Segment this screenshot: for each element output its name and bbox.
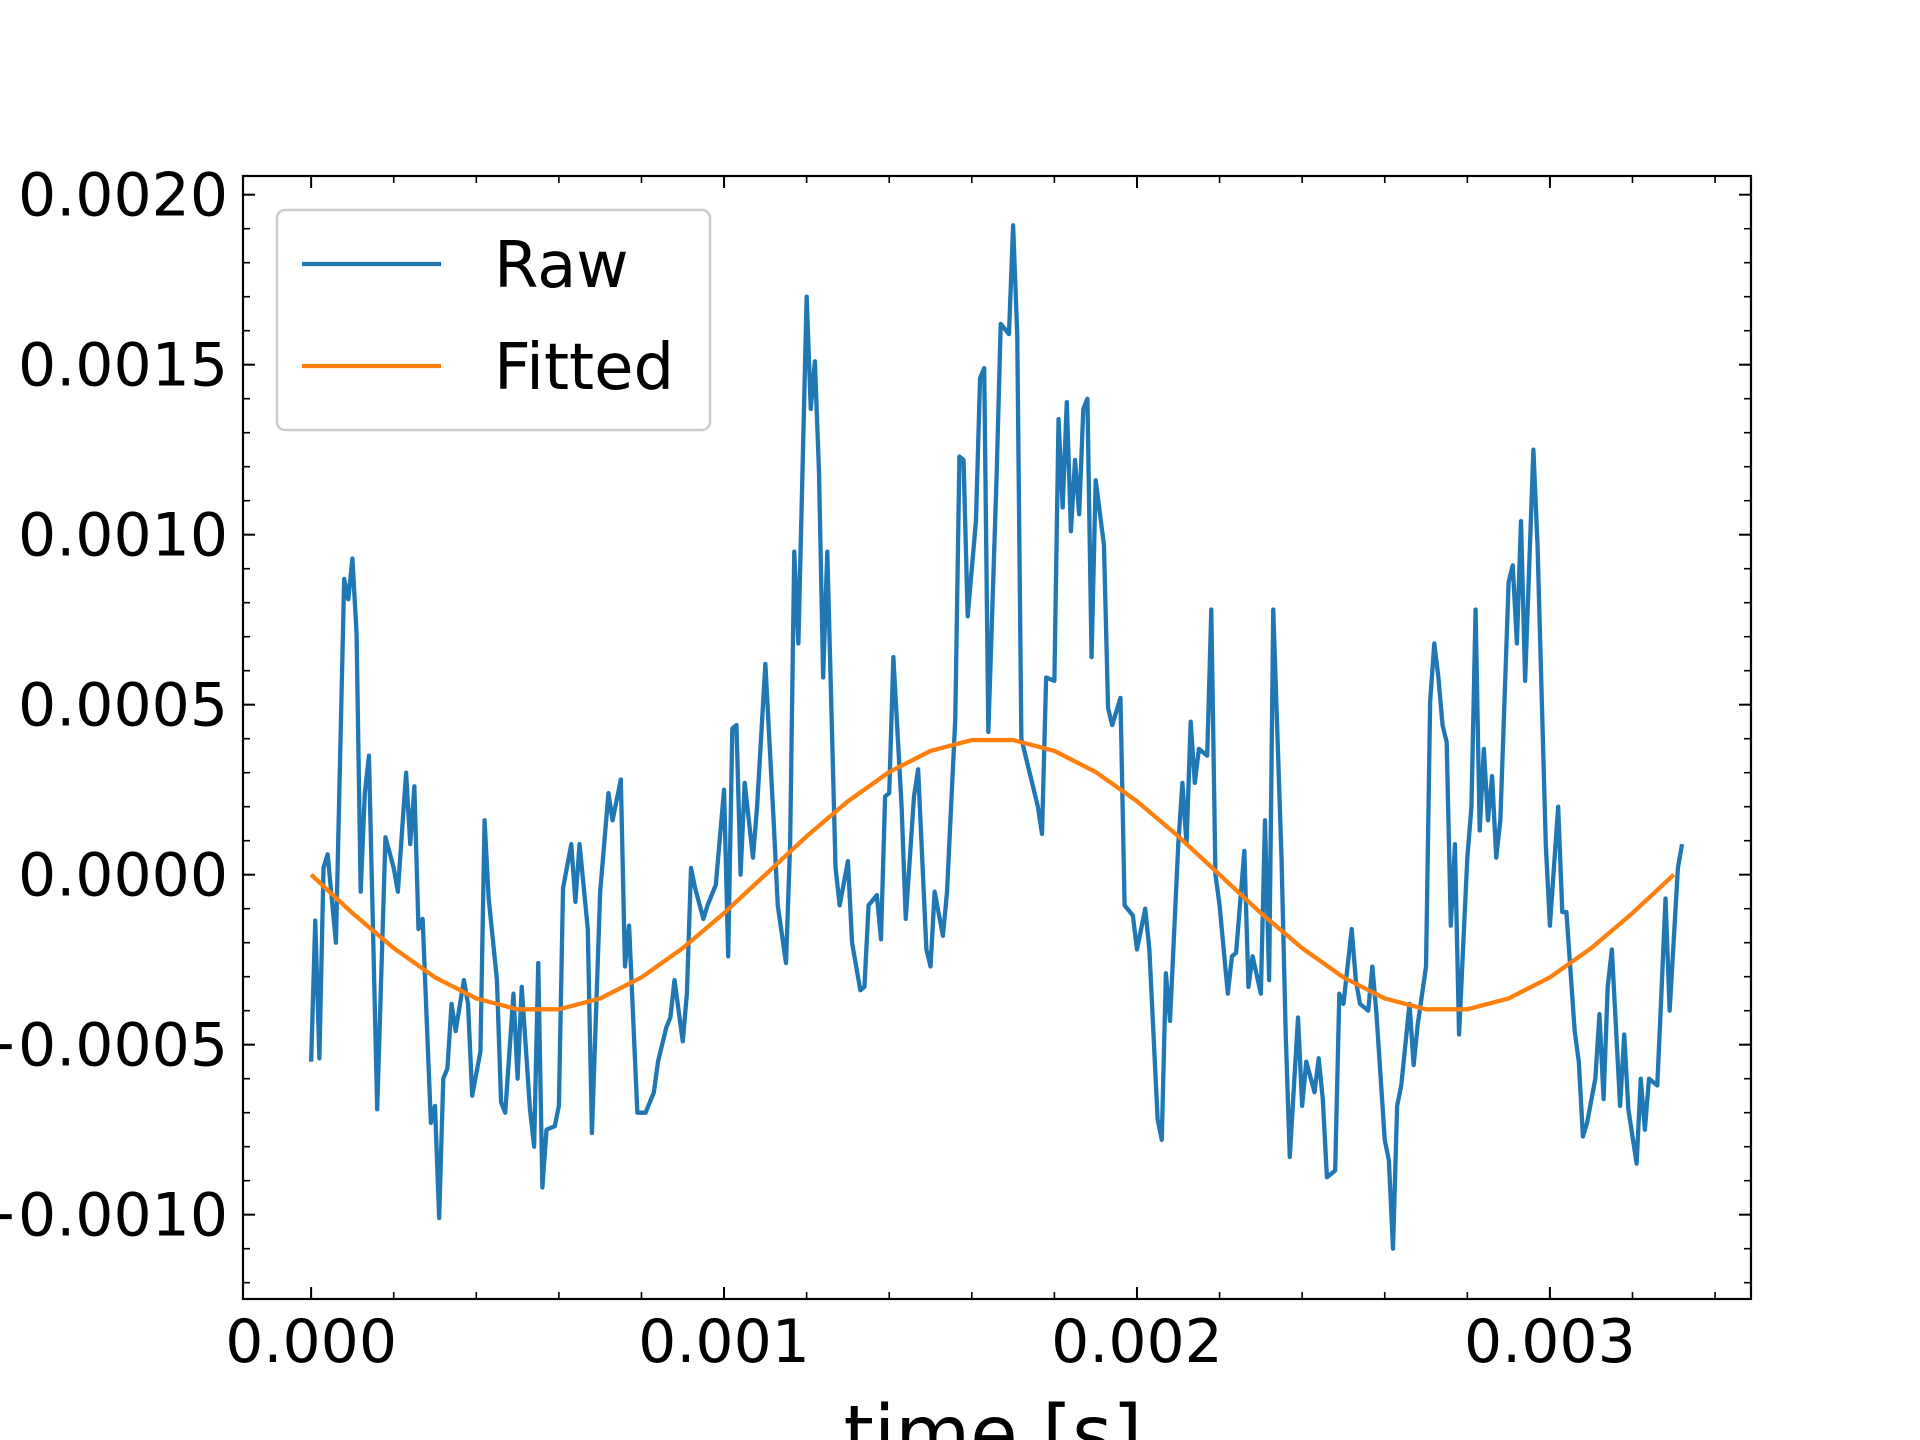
- y-tick-label: −0.0010: [0, 1181, 228, 1251]
- y-tick-label: 0.0000: [18, 841, 228, 911]
- legend-label: Fitted: [494, 331, 674, 405]
- x-tick-label: 0.003: [1464, 1307, 1636, 1377]
- plot-area: [308, 223, 1685, 1251]
- y-tick-label: 0.0020: [18, 161, 228, 231]
- y-tick-label: 0.0010: [18, 501, 228, 571]
- axes-frame: [241, 174, 1753, 1301]
- y-tick-label: 0.0015: [18, 331, 228, 401]
- x-tick-label: 0.000: [225, 1307, 397, 1377]
- legend-label: Raw: [494, 229, 629, 303]
- x-tick-label: 0.002: [1051, 1307, 1223, 1377]
- x-tick-label: 0.001: [638, 1307, 810, 1377]
- data-line: [309, 737, 1676, 1012]
- data-line: [308, 223, 1685, 1251]
- x-axis-label: time [s]: [844, 1390, 1143, 1440]
- y-tick-label: −0.0005: [0, 1011, 228, 1081]
- y-tick-label: 0.0005: [18, 671, 228, 741]
